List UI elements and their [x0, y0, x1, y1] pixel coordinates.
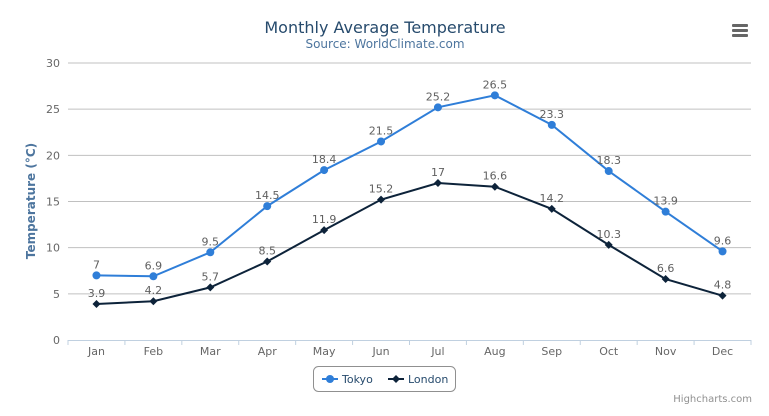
legend: Tokyo London — [313, 366, 456, 392]
data-label: 18.3 — [596, 154, 621, 167]
x-tick-label: Jul — [430, 345, 444, 358]
data-label: 5.7 — [202, 270, 220, 283]
data-label: 9.6 — [714, 234, 732, 247]
data-point — [377, 195, 386, 204]
y-axis-title: Temperature (°C) — [24, 143, 38, 259]
legend-item-london[interactable]: London — [388, 373, 448, 386]
data-label: 16.6 — [483, 170, 508, 183]
data-label: 18.4 — [312, 153, 337, 166]
data-label: 14.2 — [540, 192, 565, 205]
hamburger-menu-icon — [732, 24, 748, 37]
data-point — [206, 283, 215, 292]
data-point — [490, 91, 499, 100]
export-menu-button[interactable] — [728, 18, 752, 40]
chart-title: Monthly Average Temperature — [264, 18, 505, 37]
x-tick-label: Feb — [144, 345, 163, 358]
data-point — [320, 226, 329, 235]
series-line — [96, 94, 724, 278]
data-point — [433, 103, 442, 112]
legend-label: London — [408, 373, 448, 386]
x-tick-label: Dec — [712, 345, 733, 358]
series-line — [96, 182, 723, 305]
legend-marker — [392, 375, 400, 383]
legend-item-tokyo[interactable]: Tokyo — [322, 373, 373, 386]
y-tick-label: 0 — [53, 334, 60, 347]
x-tick-label: Sep — [541, 345, 562, 358]
data-label: 21.5 — [369, 124, 394, 137]
data-point — [263, 257, 272, 266]
data-label: 14.5 — [255, 189, 280, 202]
data-label: 13.9 — [653, 195, 678, 208]
data-point — [604, 167, 613, 176]
x-tick-label: Jan — [87, 345, 105, 358]
chart-subtitle: Source: WorldClimate.com — [305, 37, 464, 51]
data-point — [547, 120, 556, 129]
data-point — [433, 179, 442, 188]
x-tick-label: Jun — [371, 345, 389, 358]
data-label: 26.5 — [483, 78, 508, 91]
data-label: 17 — [431, 166, 445, 179]
y-tick-label: 10 — [46, 242, 60, 255]
data-point — [149, 272, 158, 281]
data-point — [92, 299, 101, 308]
data-label: 25.2 — [426, 90, 451, 103]
credits[interactable]: Highcharts.com — [673, 394, 752, 405]
data-label: 23.3 — [540, 108, 565, 121]
legend-box — [313, 366, 456, 392]
legend-marker — [326, 375, 334, 383]
y-tick-label: 15 — [46, 196, 60, 209]
data-label: 6.9 — [145, 259, 163, 272]
data-point — [604, 240, 613, 249]
y-tick-label: 25 — [46, 103, 60, 116]
x-tick-label: Apr — [258, 345, 278, 358]
data-point — [547, 204, 556, 213]
x-tick-label: May — [313, 345, 336, 358]
series-tokyo: 7 6.9 9.5 14.5 18.4 21.5 25.2 26.5 23.3 18.3 13.9 9… — [92, 78, 732, 281]
data-label: 8.5 — [258, 245, 276, 258]
data-point — [263, 202, 272, 211]
data-label: 4.2 — [145, 284, 163, 297]
data-label: 6.6 — [657, 262, 675, 275]
data-point — [377, 137, 386, 146]
data-point — [92, 271, 101, 280]
data-point — [206, 248, 215, 257]
x-tick-label: Oct — [599, 345, 619, 358]
data-point — [320, 166, 329, 175]
x-tick-label: Nov — [655, 345, 677, 358]
data-label: 15.2 — [369, 183, 394, 196]
data-label: 4.8 — [714, 279, 732, 292]
data-point — [490, 182, 499, 191]
x-tick-label: Mar — [200, 345, 221, 358]
data-point — [718, 291, 727, 300]
data-label: 9.5 — [202, 235, 220, 248]
data-point — [661, 275, 670, 284]
legend-label: Tokyo — [341, 373, 373, 386]
data-label: 11.9 — [312, 213, 337, 226]
data-label: 3.9 — [88, 287, 106, 300]
data-point — [661, 207, 670, 216]
x-tick-label: Aug — [484, 345, 505, 358]
y-tick-label: 30 — [46, 57, 60, 70]
y-tick-label: 5 — [53, 288, 60, 301]
data-label: 10.3 — [596, 228, 621, 241]
data-label: 7 — [93, 258, 100, 271]
data-point — [149, 297, 158, 306]
data-point — [718, 247, 727, 256]
series-london: 3.9 4.2 5.7 8.5 11.9 15.2 17 16.6 14.2 10.3 6.6 4.8 — [88, 166, 732, 308]
y-tick-label: 20 — [46, 149, 60, 162]
